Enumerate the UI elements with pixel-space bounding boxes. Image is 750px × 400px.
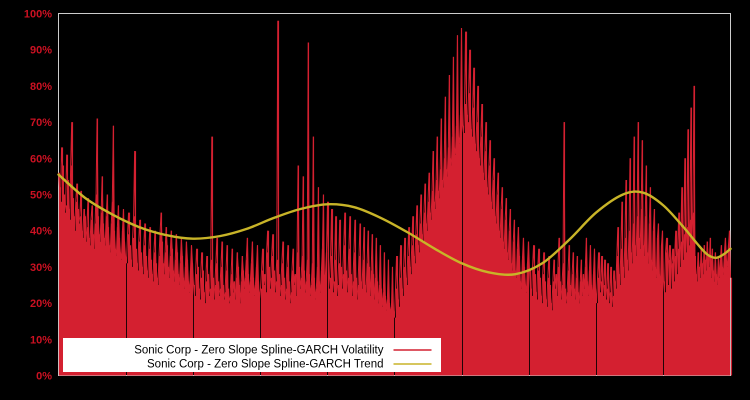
series-volatility xyxy=(58,20,733,376)
trend-spline-path xyxy=(57,173,732,276)
y-axis-tick-labels: 0% 10% 20% 30% 40% 50% 60% 70% 80% 90% 100% xyxy=(24,9,52,383)
y-axis-tick-label: 20% xyxy=(30,298,52,310)
y-axis-tick-label: 100% xyxy=(24,9,52,21)
y-axis-tick-label: 50% xyxy=(30,190,52,202)
plot-border xyxy=(58,13,731,376)
y-axis-tick-label: 40% xyxy=(30,226,52,238)
y-axis-tick-label: 70% xyxy=(30,117,52,129)
volatility-line-path xyxy=(58,20,731,318)
legend-background xyxy=(63,338,441,372)
y-axis-tick-label: 60% xyxy=(30,153,52,165)
volatility-impulse-path xyxy=(58,20,733,376)
y-axis-tick-label: 90% xyxy=(30,45,52,57)
legend-label[interactable]: Sonic Corp - Zero Slope Spline-GARCH Tre… xyxy=(147,359,384,371)
y-axis-tick-label: 80% xyxy=(30,81,52,93)
y-axis-tick-label: 30% xyxy=(30,262,52,274)
legend[interactable]: Sonic Corp - Zero Slope Spline-GARCH Vol… xyxy=(63,338,441,372)
y-axis-tick-label: 0% xyxy=(36,371,52,383)
y-axis-tick-label: 10% xyxy=(30,334,52,346)
series-trend xyxy=(57,173,732,276)
legend-label[interactable]: Sonic Corp - Zero Slope Spline-GARCH Vol… xyxy=(134,345,384,357)
plot-axis-frame xyxy=(58,13,731,376)
